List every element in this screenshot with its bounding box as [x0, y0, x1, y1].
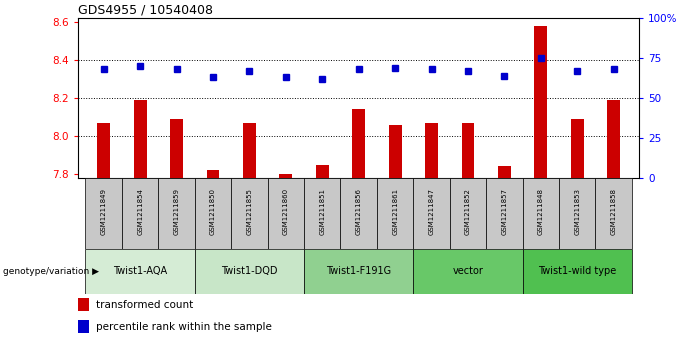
Text: GSM1211856: GSM1211856 — [356, 188, 362, 235]
Text: percentile rank within the sample: percentile rank within the sample — [97, 322, 272, 332]
Text: GSM1211860: GSM1211860 — [283, 188, 289, 236]
FancyBboxPatch shape — [341, 178, 377, 249]
Bar — [207, 170, 220, 178]
Bar — [134, 100, 146, 178]
FancyBboxPatch shape — [559, 178, 596, 249]
Text: GSM1211847: GSM1211847 — [428, 188, 435, 235]
Bar — [97, 123, 110, 178]
FancyBboxPatch shape — [194, 178, 231, 249]
FancyBboxPatch shape — [449, 178, 486, 249]
Bar — [78, 298, 90, 311]
Bar — [607, 100, 620, 178]
Text: Twist1-DQD: Twist1-DQD — [221, 266, 277, 276]
Text: GSM1211854: GSM1211854 — [137, 188, 143, 235]
Bar — [571, 119, 583, 178]
Text: GSM1211853: GSM1211853 — [575, 188, 580, 235]
FancyBboxPatch shape — [486, 178, 523, 249]
FancyBboxPatch shape — [268, 178, 304, 249]
Text: vector: vector — [453, 266, 483, 276]
Bar — [352, 109, 365, 178]
Bar — [425, 123, 438, 178]
FancyBboxPatch shape — [158, 178, 194, 249]
Text: GSM1211861: GSM1211861 — [392, 188, 398, 236]
Bar — [534, 26, 547, 178]
Bar — [78, 320, 90, 333]
Bar — [170, 119, 183, 178]
Text: GSM1211849: GSM1211849 — [101, 188, 107, 235]
Text: Twist1-AQA: Twist1-AQA — [113, 266, 167, 276]
Text: GSM1211859: GSM1211859 — [173, 188, 180, 235]
Bar — [462, 123, 475, 178]
Text: GSM1211858: GSM1211858 — [611, 188, 617, 235]
Text: transformed count: transformed count — [97, 300, 194, 310]
FancyBboxPatch shape — [413, 249, 523, 294]
Text: genotype/variation ▶: genotype/variation ▶ — [3, 267, 99, 276]
Text: GSM1211850: GSM1211850 — [210, 188, 216, 235]
Bar — [279, 174, 292, 178]
FancyBboxPatch shape — [523, 178, 559, 249]
FancyBboxPatch shape — [86, 249, 194, 294]
FancyBboxPatch shape — [194, 249, 304, 294]
Bar — [498, 167, 511, 178]
Text: GSM1211851: GSM1211851 — [320, 188, 325, 235]
FancyBboxPatch shape — [231, 178, 268, 249]
FancyBboxPatch shape — [413, 178, 449, 249]
FancyBboxPatch shape — [596, 178, 632, 249]
FancyBboxPatch shape — [304, 178, 341, 249]
FancyBboxPatch shape — [86, 178, 122, 249]
Bar — [316, 164, 328, 178]
Text: Twist1-wild type: Twist1-wild type — [538, 266, 616, 276]
Text: GSM1211857: GSM1211857 — [501, 188, 507, 235]
Text: Twist1-F191G: Twist1-F191G — [326, 266, 391, 276]
FancyBboxPatch shape — [122, 178, 158, 249]
FancyBboxPatch shape — [377, 178, 413, 249]
Bar — [243, 123, 256, 178]
Text: GSM1211855: GSM1211855 — [246, 188, 252, 235]
Text: GSM1211852: GSM1211852 — [465, 188, 471, 235]
FancyBboxPatch shape — [523, 249, 632, 294]
FancyBboxPatch shape — [304, 249, 413, 294]
Bar — [389, 125, 401, 178]
Text: GSM1211848: GSM1211848 — [538, 188, 544, 235]
Text: GDS4955 / 10540408: GDS4955 / 10540408 — [78, 4, 214, 17]
